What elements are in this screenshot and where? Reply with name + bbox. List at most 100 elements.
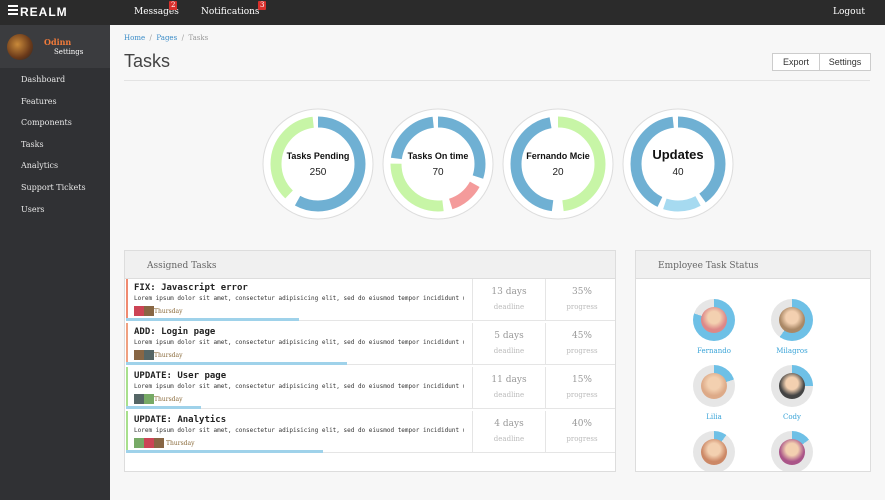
logo-icon <box>8 5 18 7</box>
deadline: 5 days <box>494 331 524 341</box>
stat-ring <box>270 116 366 212</box>
stat-ring <box>630 116 726 212</box>
task-row: UPDATE: User page Lorem ipsum dolor sit a… <box>126 367 615 409</box>
top-bar: REALM Messages 2 Notifications 3 Logout <box>0 0 885 25</box>
task-description: Lorem ipsum dolor sit amet, consectetur … <box>134 383 464 390</box>
assignee-avatar <box>144 350 154 360</box>
col-divider <box>545 279 546 321</box>
user-block: Odinn Settings <box>0 25 110 68</box>
task-description: Lorem ipsum dolor sit amet, consectetur … <box>134 295 464 302</box>
employee-avatar <box>779 373 805 399</box>
stat-label: Fernando Mcie <box>526 151 590 161</box>
progress-bar <box>126 406 201 409</box>
deadline: 4 days <box>494 419 524 429</box>
progress-bar <box>126 318 299 321</box>
employee-name: Milagros <box>776 347 808 355</box>
progress-label: progress <box>566 347 598 355</box>
task-day: Thursday <box>166 440 195 447</box>
user-name[interactable]: Odinn <box>44 37 72 47</box>
progress: 35% <box>571 287 592 297</box>
task-row: FIX: Javascript error Lorem ipsum dolor s… <box>126 279 615 321</box>
divider <box>124 80 870 81</box>
stat-ring <box>390 116 486 212</box>
task-row: UPDATE: Analytics Lorem ipsum dolor sit a… <box>126 411 615 453</box>
stat-value: 20 <box>552 167 564 178</box>
task-day: Thursday <box>154 396 183 403</box>
assignee-avatar <box>134 438 144 448</box>
menu-item[interactable]: Support Tickets <box>21 183 86 192</box>
deadline: 13 days <box>491 287 527 297</box>
nav-notifications[interactable]: Notifications <box>201 7 260 17</box>
task-description: Lorem ipsum dolor sit amet, consectetur … <box>134 339 464 346</box>
nav-messages[interactable]: Messages <box>134 7 179 17</box>
settings-button[interactable]: Settings <box>819 53 871 71</box>
menu-item[interactable]: Components <box>21 118 72 128</box>
panel-title: Employee Task Status <box>636 251 870 279</box>
stat-ring <box>630 116 726 212</box>
menu-item[interactable]: Dashboard <box>21 75 66 84</box>
task-title: FIX: Javascript error <box>134 283 248 293</box>
employee-name: Cody <box>782 413 801 421</box>
task-day: Thursday <box>154 308 183 315</box>
stat-ring <box>630 116 726 212</box>
col-divider <box>545 367 546 409</box>
progress-label: progress <box>566 435 598 443</box>
menu-item[interactable]: Users <box>21 204 45 214</box>
badge: 2 <box>169 1 178 10</box>
stat-value: 70 <box>432 167 444 178</box>
breadcrumb: Home / Pages / Tasks <box>124 34 209 42</box>
panel-title: Assigned Tasks <box>125 251 615 279</box>
stats: Tasks Pending 250 Tasks On time 70 Fernando … <box>262 108 734 220</box>
progress: 15% <box>571 375 592 385</box>
crumb[interactable]: Home <box>124 34 146 42</box>
col-divider <box>545 411 546 453</box>
employee-avatar <box>701 373 727 399</box>
stat-value: 40 <box>672 167 684 178</box>
assignee-avatar <box>134 350 144 360</box>
user-avatar <box>7 34 33 60</box>
progress-label: progress <box>566 391 598 399</box>
assignee-avatar <box>144 394 154 404</box>
crumb: Tasks <box>188 34 209 42</box>
assignee-avatar <box>144 306 154 316</box>
progress-label: progress <box>566 303 598 311</box>
stat-label: Tasks Pending <box>287 151 350 161</box>
page-title: Tasks <box>124 51 171 71</box>
col-divider <box>472 367 473 409</box>
progress: 40% <box>571 419 592 429</box>
assigned-tasks-panel: Assigned Tasks FIX: Javascript error Lore… <box>124 250 616 472</box>
col-divider <box>472 411 473 453</box>
menu-item[interactable]: Analytics <box>21 161 59 171</box>
logout[interactable]: Logout <box>833 7 865 17</box>
task-description: Lorem ipsum dolor sit amet, consectetur … <box>134 427 464 434</box>
progress-bar <box>126 362 347 365</box>
stat-label: Updates <box>652 147 703 162</box>
employee-avatar <box>701 307 727 333</box>
menu-item[interactable]: Tasks <box>21 139 44 149</box>
deadline-label: deadline <box>493 391 525 399</box>
assignee-avatar <box>134 306 144 316</box>
col-divider <box>472 279 473 321</box>
assignee-avatar <box>144 438 154 448</box>
employee-name: Fernando <box>697 347 731 355</box>
stat-ring <box>510 116 606 212</box>
sidebar: Odinn Settings Dashboard Features Componen… <box>0 25 110 500</box>
progress-bar <box>126 450 323 453</box>
employee-avatar <box>779 307 805 333</box>
crumb[interactable]: Pages <box>156 34 178 42</box>
menu-item[interactable]: Features <box>21 96 57 106</box>
deadline-label: deadline <box>493 435 525 443</box>
deadline-label: deadline <box>493 303 525 311</box>
col-divider <box>472 323 473 365</box>
user-settings[interactable]: Settings <box>54 48 84 56</box>
employee-name: Lilia <box>706 413 722 421</box>
stat-ring <box>270 116 366 212</box>
logo: REALM <box>20 5 68 19</box>
badge: 3 <box>258 1 267 10</box>
task-row: ADD: Login page Lorem ipsum dolor sit ame… <box>126 323 615 365</box>
deadline: 11 days <box>491 375 527 385</box>
export-button[interactable]: Export <box>772 53 820 71</box>
task-day: Thursday <box>154 352 183 359</box>
stat-value: 250 <box>310 167 327 178</box>
